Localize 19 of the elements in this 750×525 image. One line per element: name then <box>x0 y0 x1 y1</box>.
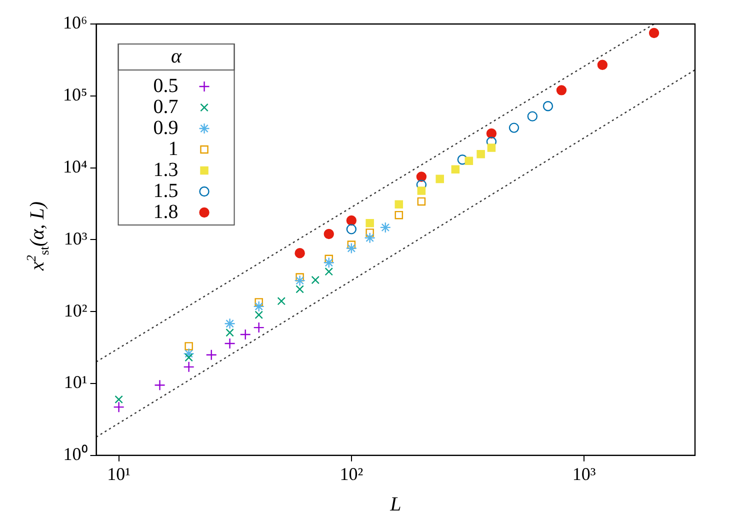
legend-title: α <box>171 45 182 68</box>
y-tick-label: 10⁵ <box>62 84 88 105</box>
x-tick-label: 10³ <box>572 464 596 484</box>
y-tick-label: 10⁰ <box>63 444 88 464</box>
y-tick-label: 10⁶ <box>62 12 88 33</box>
legend-label: 0.9 <box>153 116 178 139</box>
legend-label: 0.5 <box>153 74 178 97</box>
legend-label: 1.3 <box>153 158 178 181</box>
y-tick-label: 10² <box>64 300 88 320</box>
x-tick-label: 10¹ <box>107 464 131 484</box>
x-axis-title: L <box>389 493 402 516</box>
legend-label: 1 <box>168 138 178 160</box>
y-tick-label: 10³ <box>64 228 88 248</box>
legend-label: 1.8 <box>153 200 178 223</box>
y-tick-label: 10⁴ <box>62 156 88 177</box>
x-tick-label: 10² <box>340 464 364 484</box>
legend-label: 1.5 <box>153 180 178 202</box>
y-tick-label: 10¹ <box>64 372 88 392</box>
legend-label: 0.7 <box>153 96 178 118</box>
